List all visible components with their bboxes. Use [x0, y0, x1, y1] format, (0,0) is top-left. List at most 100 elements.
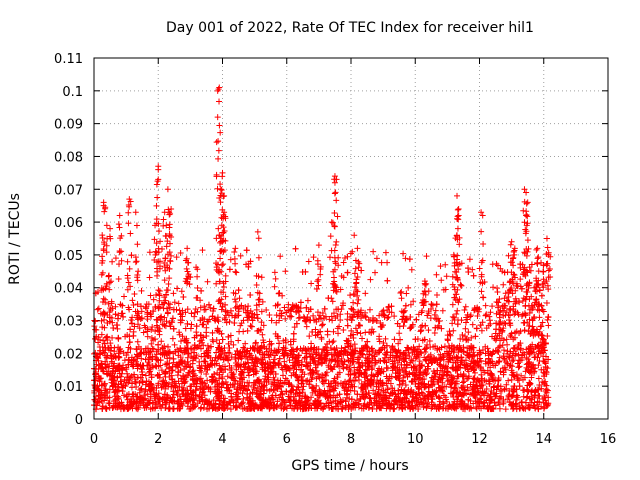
data-point	[315, 397, 322, 404]
data-point	[257, 326, 264, 333]
data-point	[468, 334, 475, 341]
data-point	[540, 284, 547, 291]
data-point	[233, 404, 240, 411]
data-point	[535, 342, 542, 349]
data-point	[155, 303, 162, 310]
data-point	[222, 395, 229, 402]
data-point	[496, 395, 503, 402]
data-point	[463, 390, 470, 397]
y-tick-label: 0	[75, 413, 83, 428]
data-point	[540, 369, 547, 376]
data-point	[152, 391, 159, 398]
data-point	[224, 373, 231, 380]
data-point	[360, 388, 367, 395]
data-point	[218, 367, 225, 374]
data-point	[327, 380, 334, 387]
data-point	[461, 402, 468, 409]
data-point	[167, 323, 174, 330]
data-point	[460, 348, 467, 355]
data-point	[335, 360, 342, 367]
data-point	[255, 394, 262, 401]
data-point	[251, 406, 258, 413]
data-point	[408, 266, 415, 273]
data-point	[92, 335, 99, 342]
data-point	[255, 404, 262, 411]
data-point	[142, 345, 149, 352]
data-point	[277, 253, 284, 260]
data-point	[508, 376, 515, 383]
data-point	[314, 285, 321, 292]
data-point	[436, 374, 443, 381]
data-point	[342, 398, 349, 405]
data-point	[255, 254, 262, 261]
data-point	[148, 326, 155, 333]
data-point	[430, 401, 437, 408]
data-point	[377, 377, 384, 384]
data-point	[362, 314, 369, 321]
data-point	[102, 404, 109, 411]
data-point	[411, 365, 418, 372]
data-point	[119, 310, 126, 317]
data-point	[182, 325, 189, 332]
data-point	[476, 396, 483, 403]
data-point	[197, 365, 204, 372]
data-point	[126, 339, 133, 346]
data-point	[269, 395, 276, 402]
data-point	[512, 329, 519, 336]
data-point	[363, 390, 370, 397]
data-point	[418, 381, 425, 388]
data-point	[465, 368, 472, 375]
data-point	[400, 322, 407, 329]
data-point	[311, 387, 318, 394]
data-point	[228, 393, 235, 400]
data-point	[150, 308, 157, 315]
data-point	[300, 313, 307, 320]
data-point	[436, 346, 443, 353]
data-point	[328, 313, 335, 320]
data-point	[198, 369, 205, 376]
data-point	[156, 403, 163, 410]
data-point	[500, 281, 507, 288]
data-point	[495, 348, 502, 355]
data-point	[177, 367, 184, 374]
data-point	[114, 325, 121, 332]
data-point	[360, 405, 367, 412]
data-point	[398, 386, 405, 393]
data-point	[163, 305, 170, 312]
y-tick-label: 0.09	[54, 118, 83, 133]
data-point	[114, 315, 121, 322]
data-point	[134, 308, 141, 315]
data-point	[114, 404, 121, 411]
data-point	[244, 327, 251, 334]
data-point	[111, 389, 118, 396]
data-point	[488, 370, 495, 377]
data-point	[362, 366, 369, 373]
data-point	[104, 333, 111, 340]
data-point	[290, 330, 297, 337]
data-point	[337, 286, 344, 293]
data-point	[184, 339, 191, 346]
data-point	[224, 309, 231, 316]
data-point	[112, 353, 119, 360]
data-point	[282, 268, 289, 275]
data-point	[544, 333, 551, 340]
data-point	[320, 377, 327, 384]
data-point	[538, 292, 545, 299]
data-point	[363, 343, 370, 350]
data-point	[299, 406, 306, 413]
data-point	[388, 303, 395, 310]
data-point	[505, 393, 512, 400]
data-point	[285, 301, 292, 308]
data-point	[233, 347, 240, 354]
data-point	[407, 405, 414, 412]
data-point	[158, 367, 165, 374]
data-point	[433, 291, 440, 298]
data-point	[283, 388, 290, 395]
data-point	[504, 360, 511, 367]
data-point	[247, 398, 254, 405]
data-point	[351, 311, 358, 318]
data-point	[364, 357, 371, 364]
data-points	[91, 84, 554, 413]
data-point	[97, 394, 104, 401]
data-point	[109, 258, 116, 265]
